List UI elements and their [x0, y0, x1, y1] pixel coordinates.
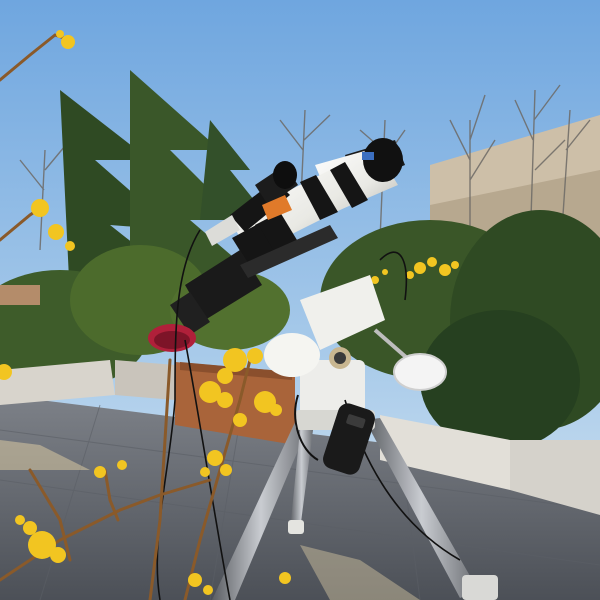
foreground-blossoms [0, 30, 291, 595]
sunlight-patch-2 [300, 545, 420, 600]
telescope-icon [148, 138, 405, 352]
conifer-tree [60, 70, 270, 300]
hand-controller-icon [294, 394, 375, 475]
guide-scope [205, 161, 298, 246]
back-wall [0, 285, 40, 305]
sunlight-patch [0, 440, 90, 470]
background-blossoms [371, 257, 459, 284]
equatorial-mount [264, 275, 447, 430]
